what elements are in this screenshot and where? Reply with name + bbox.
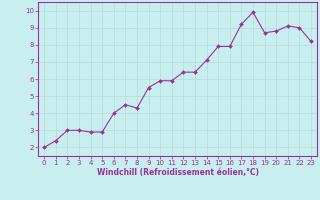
X-axis label: Windchill (Refroidissement éolien,°C): Windchill (Refroidissement éolien,°C) <box>97 168 259 177</box>
